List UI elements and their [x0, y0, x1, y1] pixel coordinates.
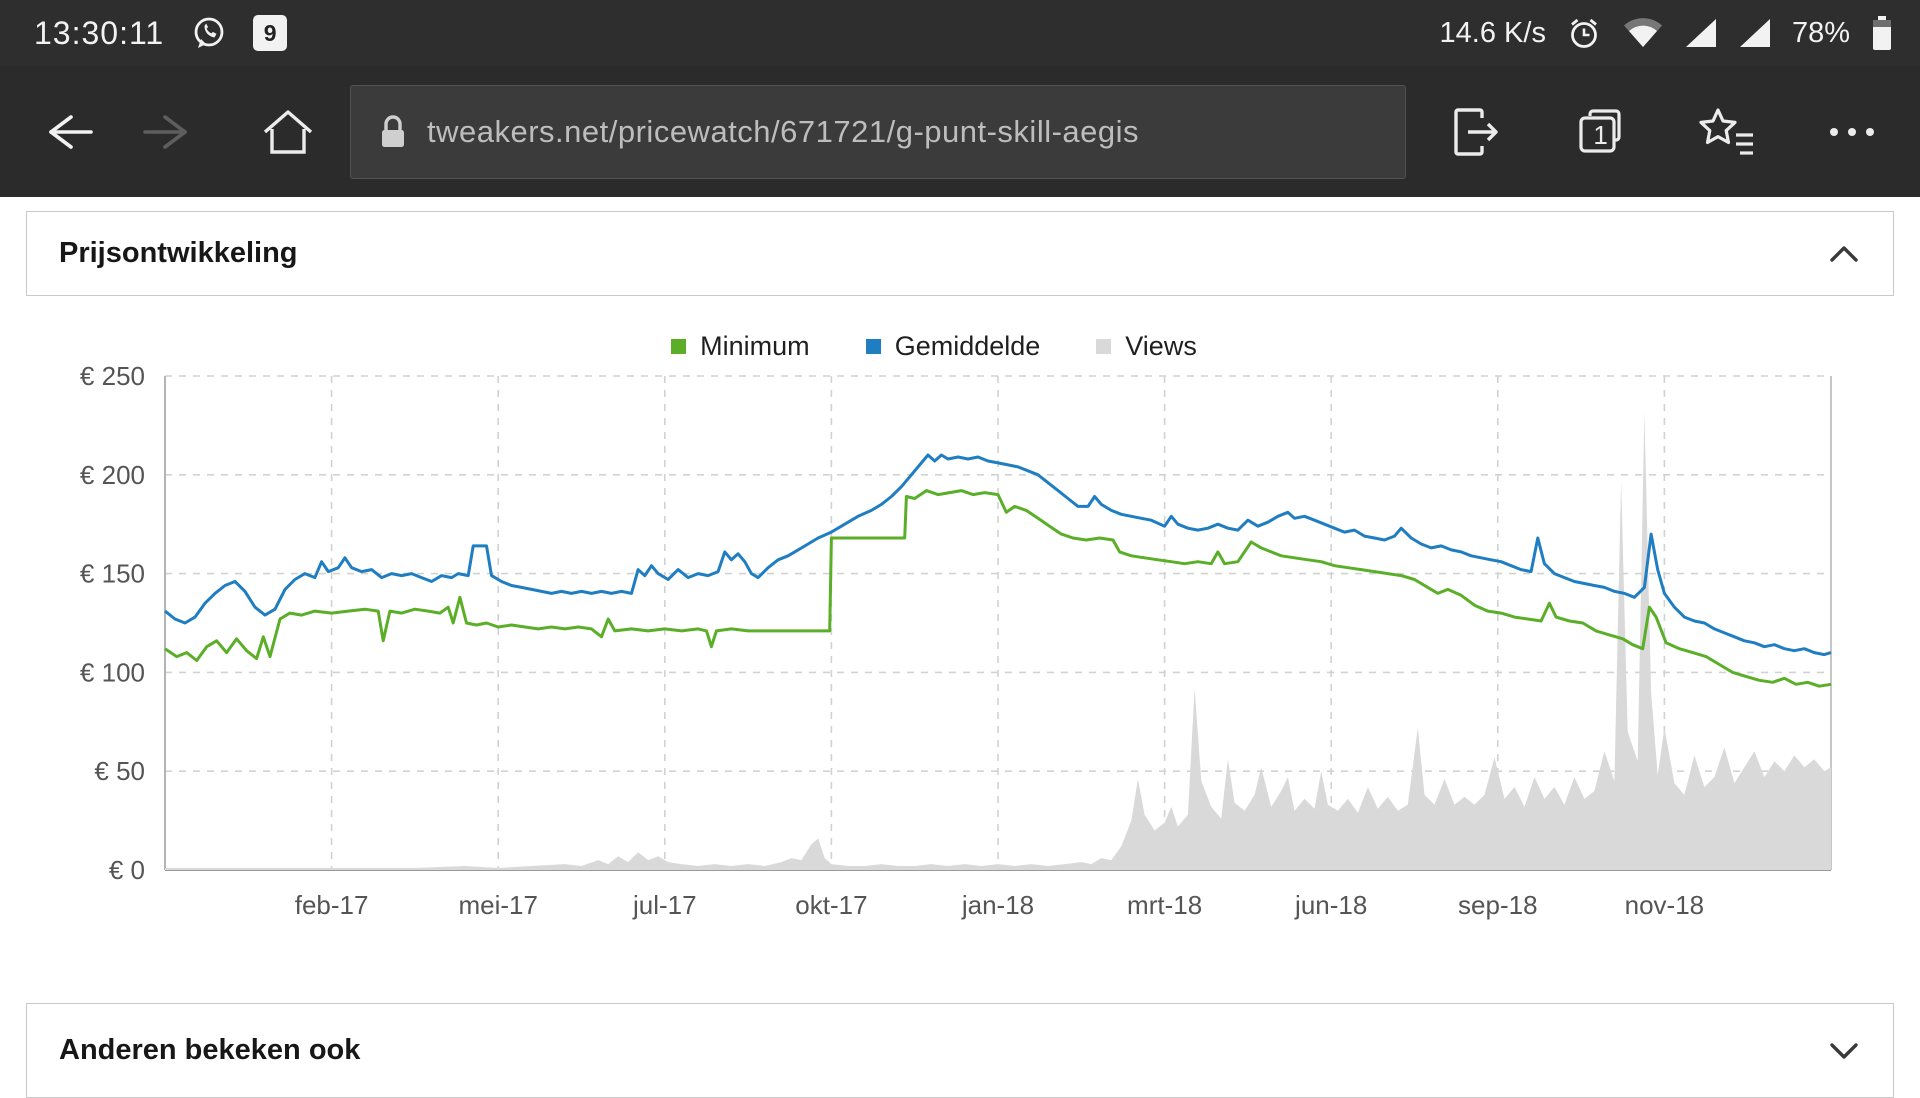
network-speed-text: 14.6 K/s: [1439, 16, 1546, 49]
battery-percentage-text: 78%: [1791, 16, 1850, 49]
price-history-title: Prijsontwikkeling: [59, 237, 298, 269]
wifi-icon: [1622, 16, 1664, 50]
address-bar[interactable]: tweakers.net/pricewatch/671721/g-punt-sk…: [350, 84, 1406, 179]
page-content: Prijsontwikkeling Minimum Gemiddelde Vie…: [0, 211, 1920, 1098]
svg-text:nov-18: nov-18: [1625, 890, 1705, 920]
svg-text:€ 0: € 0: [109, 855, 145, 885]
svg-text:€ 100: € 100: [80, 657, 145, 687]
browser-toolbar: tweakers.net/pricewatch/671721/g-punt-sk…: [0, 66, 1920, 197]
overflow-menu-button[interactable]: [1814, 92, 1890, 172]
svg-text:€ 200: € 200: [80, 460, 145, 490]
legend-label-minimum: Minimum: [700, 330, 810, 361]
svg-text:sep-18: sep-18: [1458, 890, 1538, 920]
back-button[interactable]: [30, 92, 106, 172]
price-history-chart: € 0 € 50 € 100 € 150 € 200 € 250 feb-17 mei-17 j…: [80, 362, 1832, 920]
android-status-bar: 13:30:11 9 14.6 K/s: [0, 0, 1920, 66]
signal-strength-icon-sim2: [1738, 17, 1772, 49]
chevron-up-icon[interactable]: [1827, 243, 1861, 265]
svg-text:mei-17: mei-17: [458, 890, 537, 920]
price-history-section-header[interactable]: Prijsontwikkeling: [26, 211, 1894, 296]
legend-item-minimum: Minimum: [671, 331, 810, 362]
svg-text:€ 150: € 150: [80, 559, 145, 589]
also-viewed-title: Anderen bekeken ook: [59, 1034, 361, 1066]
home-button[interactable]: [250, 92, 326, 172]
home-icon: [263, 109, 313, 154]
continue-on-pc-icon: [1454, 107, 1498, 156]
legend-label-gemiddelde: Gemiddelde: [894, 330, 1041, 361]
gemiddelde-swatch: [865, 338, 881, 354]
ellipsis-menu-icon: [1830, 127, 1874, 136]
favorites-hub-button[interactable]: [1688, 92, 1764, 172]
forward-arrow-icon: [143, 114, 187, 149]
calendar-notification-icon: 9: [253, 15, 288, 51]
favorites-star-icon: [1699, 107, 1753, 155]
chart-legend: Minimum Gemiddelde Views: [0, 330, 1894, 362]
continue-on-pc-button[interactable]: [1436, 92, 1512, 172]
forward-button[interactable]: [130, 92, 206, 172]
back-arrow-icon: [49, 114, 93, 149]
svg-text:feb-17: feb-17: [295, 890, 369, 920]
legend-item-gemiddelde: Gemiddelde: [865, 330, 1041, 362]
svg-text:€ 250: € 250: [80, 362, 145, 391]
status-bar-right: 14.6 K/s 78%: [1440, 14, 1894, 52]
legend-item-views: Views: [1096, 331, 1197, 362]
svg-text:mrt-18: mrt-18: [1127, 890, 1202, 920]
svg-text:okt-17: okt-17: [795, 890, 867, 920]
signal-strength-icon-sim1: [1684, 17, 1718, 49]
url-text: tweakers.net/pricewatch/671721/g-punt-sk…: [427, 113, 1140, 149]
clock-time: 13:30:11: [34, 14, 165, 51]
legend-label-views: Views: [1125, 330, 1197, 361]
minimum-swatch: [671, 338, 687, 354]
tabs-icon: [1579, 108, 1621, 153]
tab-count-badge: 1: [1593, 119, 1608, 150]
status-bar-left: 13:30:11 9: [34, 14, 288, 52]
battery-icon: [1870, 14, 1894, 52]
secure-lock-icon: [382, 114, 404, 147]
svg-text:€ 50: € 50: [94, 756, 145, 786]
chevron-down-icon[interactable]: [1827, 1040, 1861, 1062]
svg-text:jan-18: jan-18: [961, 890, 1034, 920]
svg-text:jul-17: jul-17: [632, 890, 697, 920]
whatsapp-notification-icon: [190, 15, 227, 52]
also-viewed-section-header[interactable]: Anderen bekeken ook: [26, 1003, 1894, 1098]
svg-text:jun-18: jun-18: [1294, 890, 1367, 920]
views-swatch: [1096, 338, 1112, 354]
alarm-clock-icon: [1566, 15, 1602, 51]
tabs-button[interactable]: 1: [1562, 92, 1638, 172]
calendar-day-number: 9: [263, 19, 277, 46]
